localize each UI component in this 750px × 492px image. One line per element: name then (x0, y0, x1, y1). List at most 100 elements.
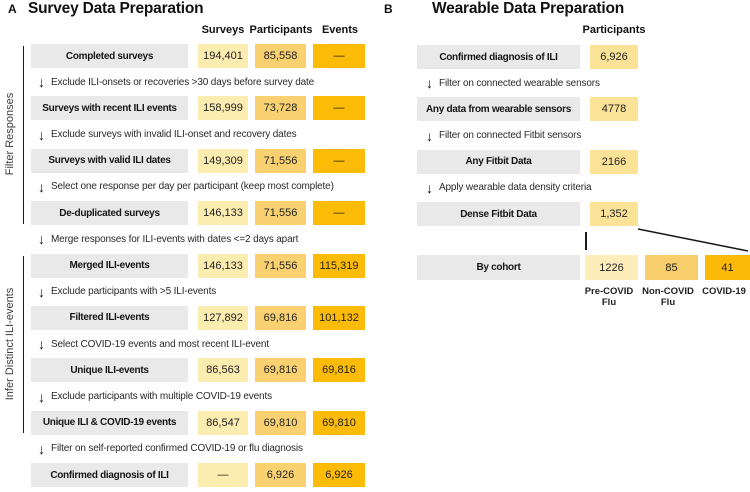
cohort-label-non-covid-flu: Non-COVID Flu (642, 286, 694, 309)
surveys-value-cell: 86,563 (198, 358, 248, 383)
cohort-connector-line (585, 232, 587, 250)
filter-step-text: Merge responses for ILI-events with date… (51, 233, 299, 245)
flow-step-box: Filtered ILI-events (31, 305, 188, 330)
participants-value-cell: 1,352 (590, 202, 638, 227)
filter-step-text: Exclude participants with multiple COVID… (51, 391, 272, 403)
flow-step-box: Any Fitbit Data (417, 149, 580, 174)
surveys-value-cell: 127,892 (198, 305, 248, 330)
panel-b-letter: B (384, 2, 393, 16)
flow-step-box: Surveys with valid ILI dates (31, 148, 188, 173)
filter-step-text: Filter on self-reported confirmed COVID-… (51, 443, 303, 455)
surveys-value-cell: 194,401 (198, 44, 248, 68)
events-value-cell: 101,132 (313, 305, 365, 330)
panel-a-title: Survey Data Preparation (28, 0, 204, 17)
surveys-value-cell: — (198, 463, 248, 488)
events-value-cell: — (313, 96, 365, 121)
flow-step-box: Merged ILI-events (31, 253, 188, 278)
surveys-value-cell: 158,999 (198, 96, 248, 121)
bracket-infer-ili-events (22, 256, 24, 433)
events-value-cell: 6,926 (313, 463, 365, 488)
flow-step-box: Surveys with recent ILI events (31, 96, 188, 121)
filter-step: ↓ Filter on self-reported confirmed COVI… (31, 435, 365, 463)
participants-value-cell: 6,926 (255, 463, 306, 488)
filter-step-text: Apply wearable data density criteria (439, 182, 592, 194)
cohort-diagonal-line (637, 228, 749, 252)
participants-value-cell: 71,556 (255, 253, 306, 278)
filter-step-text: Exclude participants with >5 ILI-events (51, 286, 217, 298)
panel-b-title: Wearable Data Preparation (432, 0, 624, 17)
down-arrow-icon: ↓ (426, 75, 433, 92)
down-arrow-icon: ↓ (38, 440, 45, 457)
participants-value-cell: 73,728 (255, 96, 306, 121)
participants-value-cell: 69,816 (255, 305, 306, 330)
surveys-value-cell: 146,133 (198, 253, 248, 278)
events-value-cell: — (313, 201, 365, 226)
filter-step: ↓ Exclude ILI-onsets or recoveries >30 d… (31, 68, 365, 96)
events-value-cell: 69,816 (313, 358, 365, 383)
participants-value-cell: 4778 (590, 97, 638, 122)
filter-step: ↓ Filter on connected wearable sensors (417, 69, 638, 97)
events-value-cell: — (313, 148, 365, 173)
side-label-infer-distinct-ili-events: Infer Distinct ILI-events (4, 287, 16, 401)
participants-value-cell: 71,556 (255, 201, 306, 226)
flow-step-box: Confirmed diagnosis of ILI (31, 463, 188, 488)
filter-step: ↓ Select COVID-19 events and most recent… (31, 330, 365, 358)
panel-a-letter: A (8, 2, 17, 16)
filter-step: ↓ Filter on connected Fitbit sensors (417, 121, 638, 149)
participants-value-cell: 6,926 (590, 45, 638, 69)
flow-step-box: Any data from wearable sensors (417, 97, 580, 122)
filter-step-text: Filter on connected wearable sensors (439, 77, 600, 89)
side-label-filter-responses: Filter Responses (4, 92, 16, 176)
column-header-participants-a: Participants (249, 24, 313, 36)
events-value-cell: — (313, 44, 365, 68)
column-header-events: Events (321, 24, 359, 36)
bracket-filter-responses (22, 46, 24, 224)
cohort-non-covid-flu-cell: 85 (645, 255, 698, 280)
cohort-label-covid-19: COVID-19 (702, 286, 746, 297)
cohort-covid-19-cell: 41 (705, 255, 750, 280)
filter-step: ↓ Exclude surveys with invalid ILI-onset… (31, 120, 365, 148)
down-arrow-icon: ↓ (38, 336, 45, 353)
flow-step-box: De-duplicated surveys (31, 201, 188, 226)
surveys-value-cell: 146,133 (198, 201, 248, 226)
flow-step-box: Unique ILI-events (31, 358, 188, 383)
participants-value-cell: 85,558 (255, 44, 306, 68)
cohort-pre-covid-flu-cell: 1226 (585, 255, 638, 280)
down-arrow-icon: ↓ (38, 388, 45, 405)
filter-step: ↓ Exclude participants with multiple COV… (31, 382, 365, 410)
flow-step-box: Dense Fitbit Data (417, 202, 580, 227)
filter-step-text: Select one response per day per particip… (51, 181, 334, 193)
filter-step-text: Filter on connected Fitbit sensors (439, 130, 582, 142)
cohort-label-pre-covid-flu: Pre-COVID Flu (584, 286, 634, 309)
surveys-value-cell: 149,309 (198, 148, 248, 173)
cohort-grid: By cohort 1226 85 41 Pre-COVID Flu Non-C… (417, 255, 750, 308)
flow-step-box: Completed surveys (31, 44, 188, 68)
filter-step-text: Exclude ILI-onsets or recoveries >30 day… (51, 76, 315, 88)
panel-b-flow-grid: Confirmed diagnosis of ILI 6,926 ↓ Filte… (417, 45, 638, 227)
down-arrow-icon: ↓ (38, 178, 45, 195)
events-value-cell: 69,810 (313, 410, 365, 435)
down-arrow-icon: ↓ (426, 127, 433, 144)
flow-step-box: Unique ILI & COVID-19 events (31, 410, 188, 435)
down-arrow-icon: ↓ (38, 74, 45, 91)
column-header-participants-b: Participants (582, 24, 646, 36)
column-header-surveys: Surveys (201, 24, 245, 36)
filter-step: ↓ Exclude participants with >5 ILI-event… (31, 278, 365, 306)
panel-a-flow-grid: Completed surveys 194,401 85,558 — ↓ Exc… (31, 44, 365, 488)
flow-step-box: By cohort (417, 255, 580, 280)
participants-value-cell: 69,816 (255, 358, 306, 383)
filter-step: ↓ Select one response per day per partic… (31, 173, 365, 201)
events-value-cell: 115,319 (313, 253, 365, 278)
filter-step: ↓ Apply wearable data density criteria (417, 174, 638, 202)
down-arrow-icon: ↓ (426, 179, 433, 196)
surveys-value-cell: 86,547 (198, 410, 248, 435)
flow-step-box: Confirmed diagnosis of ILI (417, 45, 580, 69)
filter-step-text: Exclude surveys with invalid ILI-onset a… (51, 129, 297, 141)
down-arrow-icon: ↓ (38, 283, 45, 300)
participants-value-cell: 69,810 (255, 410, 306, 435)
filter-step: ↓ Merge responses for ILI-events with da… (31, 225, 365, 253)
participants-value-cell: 71,556 (255, 148, 306, 173)
participants-value-cell: 2166 (590, 149, 638, 174)
filter-step-text: Select COVID-19 events and most recent I… (51, 338, 269, 350)
